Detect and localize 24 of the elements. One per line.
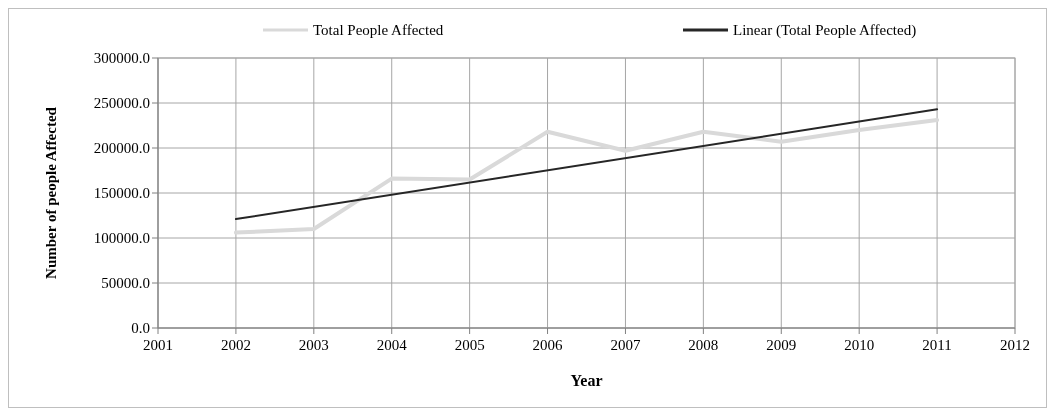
x-tick-label: 2002 [220, 337, 251, 353]
x-tick-label: 2008 [688, 337, 719, 353]
y-tick-label: 0.0 [131, 320, 150, 336]
x-tick-label: 2006 [532, 337, 564, 353]
x-tick-label: 2003 [298, 337, 329, 353]
legend-label: Linear (Total People Affected) [733, 22, 917, 39]
x-tick-label: 2012 [1000, 337, 1030, 353]
x-tick-label: 2001 [143, 337, 173, 353]
y-tick-label: 200000.0 [93, 140, 150, 156]
x-tick-label: 2004 [376, 337, 408, 353]
y-tick-label: 150000.0 [93, 185, 150, 201]
y-axis-title: Number of people Affected [43, 106, 59, 279]
legend-label: Total People Affected [313, 22, 444, 38]
line-series [233, 118, 940, 235]
y-tick-label: 100000.0 [93, 230, 150, 246]
x-tick-label: 2005 [454, 337, 485, 353]
x-tick-label: 2011 [922, 337, 952, 353]
y-tick-label: 300000.0 [93, 50, 150, 66]
x-tick-label: 2010 [844, 337, 875, 353]
y-tick-label: 50000.0 [101, 275, 150, 291]
x-tick-label: 2009 [766, 337, 797, 353]
y-tick-label: 250000.0 [93, 95, 150, 111]
x-axis-title: Year [570, 372, 603, 389]
x-tick-label: 2007 [610, 337, 641, 353]
